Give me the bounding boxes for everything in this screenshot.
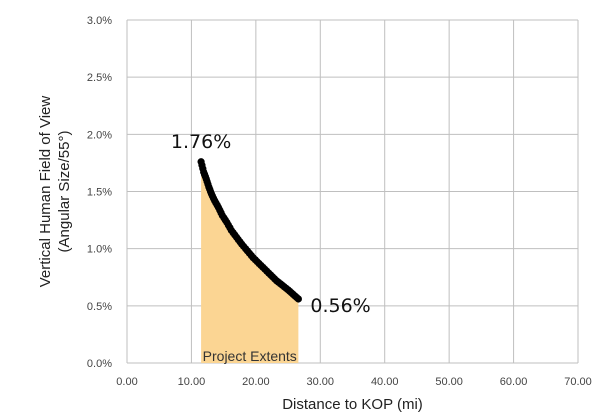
x-tick-label: 40.00 (371, 376, 399, 388)
data-point (294, 295, 302, 303)
data-points (197, 158, 302, 303)
y-tick-label: 3.0% (87, 15, 112, 27)
y-tick-label: 1.5% (87, 187, 112, 199)
x-tick-label: 60.00 (500, 376, 528, 388)
region-label: Project Extents (203, 348, 297, 364)
x-tick-label: 50.00 (435, 376, 463, 388)
y-axis-title-line-1: Vertical Human Field of View (37, 96, 54, 288)
y-tick-label: 1.0% (87, 244, 112, 256)
x-tick-label: 0.00 (116, 376, 137, 388)
annotation-end-value: 0.56% (310, 295, 370, 317)
x-tick-label: 70.00 (564, 376, 592, 388)
y-axis-title-line-2: (Angular Size/55°) (56, 131, 73, 253)
y-tick-labels: 0.0% 0.5% 1.0% 1.5% 2.0% 2.5% 3.0% (87, 15, 112, 370)
x-axis-title: Distance to KOP (mi) (282, 396, 423, 413)
x-tick-label: 30.00 (307, 376, 335, 388)
x-tick-labels: 0.00 10.00 20.00 30.00 40.00 50.00 60.00 70.00 (116, 376, 591, 388)
y-tick-label: 0.5% (87, 301, 112, 313)
y-tick-label: 0.0% (87, 358, 112, 370)
y-tick-label: 2.0% (87, 129, 112, 141)
project-extents-area (201, 161, 299, 363)
x-tick-label: 20.00 (242, 376, 270, 388)
y-tick-label: 2.5% (87, 72, 112, 84)
x-tick-label: 10.00 (178, 376, 206, 388)
annotation-start-value: 1.76% (171, 131, 231, 153)
